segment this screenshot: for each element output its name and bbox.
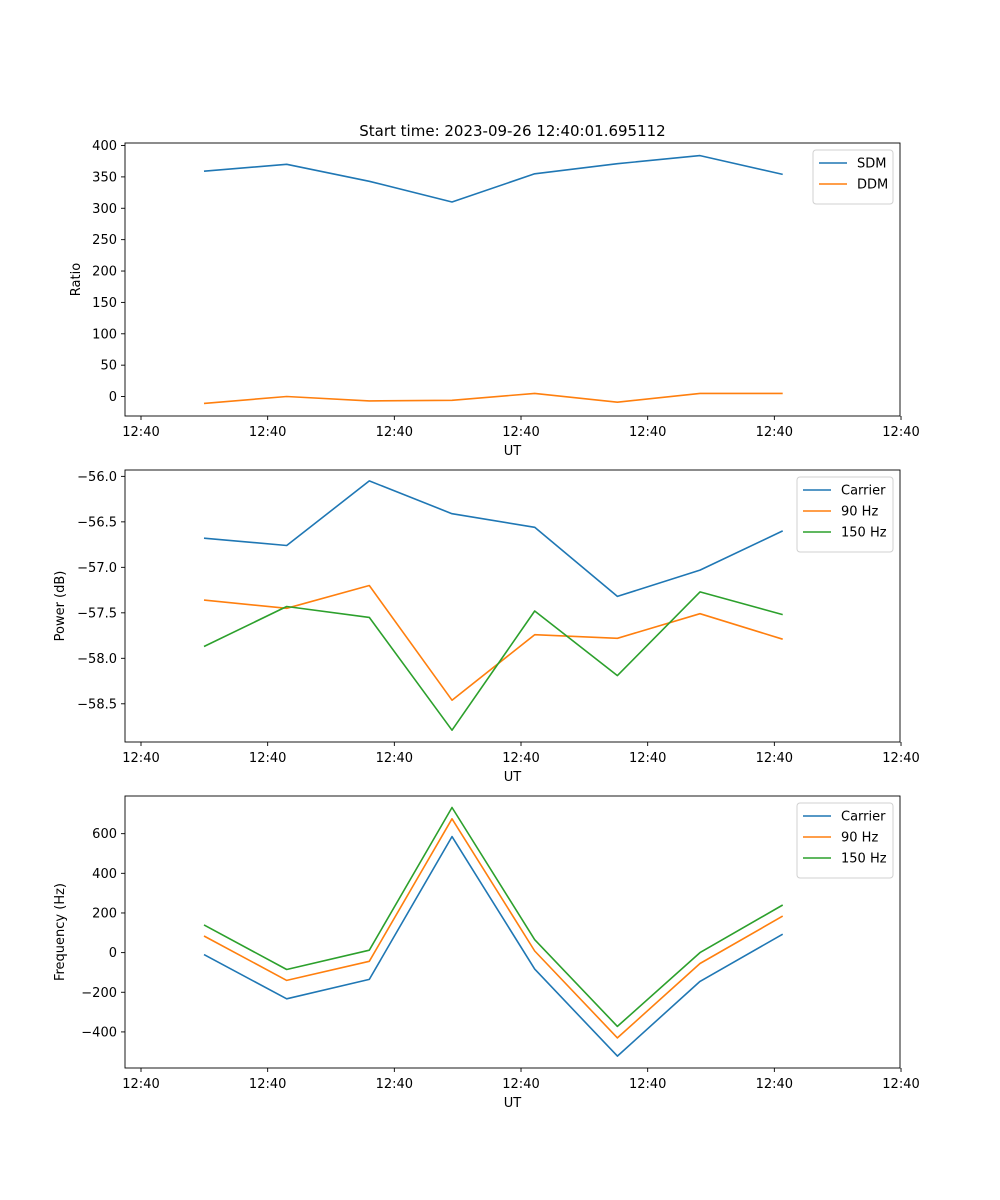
x-tick-label: 12:40 bbox=[376, 751, 413, 766]
y-tick-label: 400 bbox=[92, 867, 117, 882]
y-axis-label: Ratio bbox=[69, 263, 84, 296]
legend-label: 90 Hz bbox=[841, 505, 878, 520]
x-tick-label: 12:40 bbox=[249, 425, 286, 440]
series-line-ddm bbox=[203, 392, 783, 405]
x-tick-label: 12:40 bbox=[122, 425, 159, 440]
x-tick-label: 12:40 bbox=[882, 425, 919, 440]
legend: Carrier 90 Hz 150 Hz bbox=[796, 476, 894, 553]
legend-label: DDM bbox=[857, 178, 888, 193]
y-tick-label: −56.5 bbox=[77, 515, 117, 530]
y-axis-label: Frequency (Hz) bbox=[53, 883, 68, 981]
y-tick-label: 300 bbox=[92, 202, 117, 217]
legend-box bbox=[796, 802, 894, 879]
y-tick-label: −400 bbox=[81, 1025, 117, 1040]
y-tick-label: 0 bbox=[109, 946, 117, 961]
legend: Carrier 90 Hz 150 Hz bbox=[796, 802, 894, 879]
axes-frame bbox=[124, 795, 901, 1069]
series-line-150-hz bbox=[203, 591, 783, 732]
x-tick-label: 12:40 bbox=[756, 1077, 793, 1092]
y-tick-label: −56.0 bbox=[77, 470, 117, 485]
legend-box bbox=[796, 476, 894, 553]
x-tick-label: 12:40 bbox=[249, 751, 286, 766]
legend-label: 150 Hz bbox=[841, 526, 887, 541]
series-line-150-hz bbox=[203, 806, 784, 1028]
panel-power: −58.5 −58.0 −57.5 −57.0 −56.5 −56.0 12:40 12:40… bbox=[53, 469, 920, 785]
y-tick-label: 400 bbox=[92, 139, 117, 154]
y-tick-label: 200 bbox=[92, 265, 117, 280]
y-tick-label: 200 bbox=[92, 906, 117, 921]
x-tick-label: 12:40 bbox=[376, 425, 413, 440]
series-line-90-hz bbox=[203, 817, 784, 1039]
y-tick-label: −58.5 bbox=[77, 697, 117, 712]
y-tick-label: 0 bbox=[109, 390, 117, 405]
y-tick-label: 100 bbox=[92, 327, 117, 342]
x-tick-label: 12:40 bbox=[249, 1077, 286, 1092]
y-tick-label: 250 bbox=[92, 233, 117, 248]
y-tick-label: 600 bbox=[92, 827, 117, 842]
x-tick-label: 12:40 bbox=[122, 1077, 159, 1092]
panel-ratio: 0 50 100 150 200 250 300 350 400 12:40 12:40 12:40 1… bbox=[69, 139, 920, 459]
series-line-carrier bbox=[203, 480, 784, 598]
x-axis-label: UT bbox=[504, 444, 522, 459]
legend-label: Carrier bbox=[841, 810, 886, 825]
y-tick-label: −57.0 bbox=[77, 561, 117, 576]
x-tick-label: 12:40 bbox=[629, 751, 666, 766]
legend-label: SDM bbox=[857, 157, 886, 172]
y-tick-label: −57.5 bbox=[77, 606, 117, 621]
x-tick-label: 12:40 bbox=[376, 1077, 413, 1092]
x-tick-label: 12:40 bbox=[502, 1077, 539, 1092]
legend: SDM DDM bbox=[812, 149, 894, 205]
figure-title: Start time: 2023-09-26 12:40:01.695112 bbox=[359, 122, 665, 140]
x-tick-label: 12:40 bbox=[756, 751, 793, 766]
series-line-90-hz bbox=[203, 584, 783, 702]
y-tick-label: 50 bbox=[100, 359, 117, 374]
series-line-sdm bbox=[203, 154, 783, 203]
legend-label: 150 Hz bbox=[841, 852, 887, 867]
x-tick-label: 12:40 bbox=[882, 1077, 919, 1092]
y-axis-label: Power (dB) bbox=[53, 571, 68, 642]
x-tick-label: 12:40 bbox=[882, 751, 919, 766]
series-line-carrier bbox=[203, 835, 784, 1057]
x-axis-label: UT bbox=[504, 1096, 522, 1111]
y-tick-label: −200 bbox=[81, 986, 117, 1001]
y-tick-label: 350 bbox=[92, 170, 117, 185]
x-axis-label: UT bbox=[504, 770, 522, 785]
x-tick-label: 12:40 bbox=[756, 425, 793, 440]
y-tick-label: 150 bbox=[92, 296, 117, 311]
x-tick-label: 12:40 bbox=[629, 1077, 666, 1092]
x-tick-label: 12:40 bbox=[502, 425, 539, 440]
axes-frame bbox=[124, 469, 901, 743]
panel-frequency: −400 −200 0 200 400 600 12:40 12:40 12:40 12:40 12… bbox=[53, 795, 920, 1111]
y-tick-label: −58.0 bbox=[77, 652, 117, 667]
x-tick-label: 12:40 bbox=[502, 751, 539, 766]
legend-label: 90 Hz bbox=[841, 831, 878, 846]
legend-label: Carrier bbox=[841, 484, 886, 499]
x-tick-label: 12:40 bbox=[629, 425, 666, 440]
x-tick-label: 12:40 bbox=[122, 751, 159, 766]
axes-frame bbox=[124, 142, 901, 417]
